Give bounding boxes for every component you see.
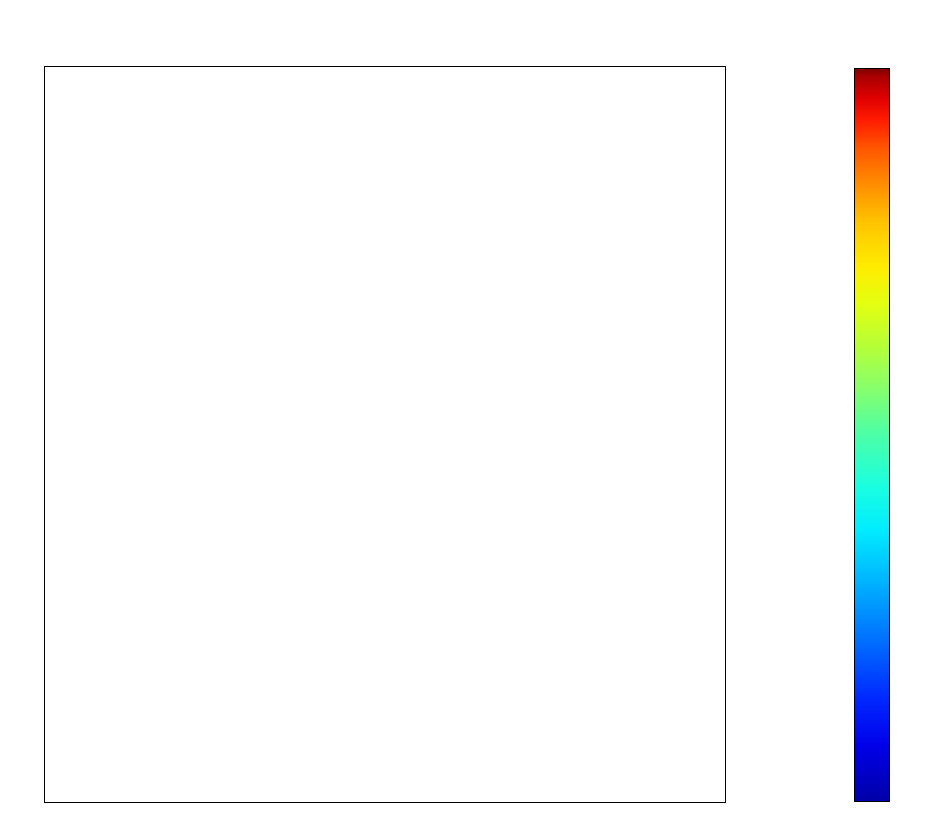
colorbar-group	[854, 68, 890, 802]
sst-map-canvas	[45, 67, 725, 802]
colorbar-gradient	[854, 68, 890, 802]
chart-title-block	[0, 0, 800, 6]
map-plot-area	[44, 66, 726, 803]
